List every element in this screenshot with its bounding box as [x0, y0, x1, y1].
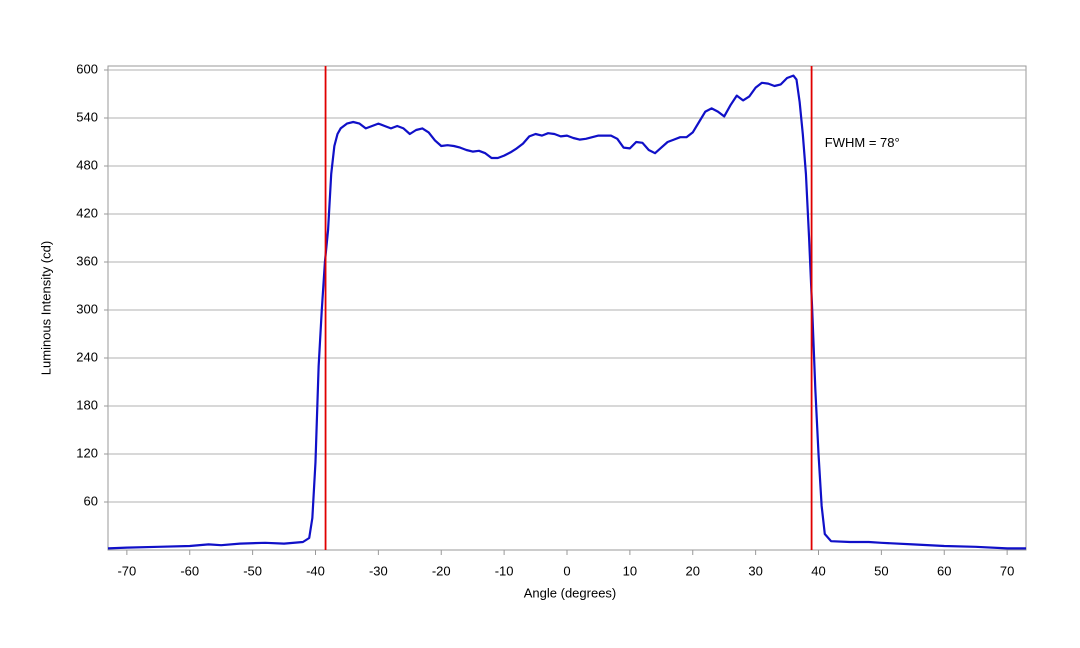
y-tick-label: 600	[76, 61, 98, 76]
data-line	[107, 74, 1026, 550]
x-axis-label: Angle (degrees)	[524, 585, 617, 600]
y-tick-label: 180	[76, 397, 98, 412]
y-tick-label: 240	[76, 349, 98, 364]
y-tick-label: 420	[76, 205, 98, 220]
x-tick-label: -20	[432, 563, 451, 578]
x-tick-label: 40	[811, 563, 825, 578]
y-tick-label: 300	[76, 301, 98, 316]
y-tick-label: 480	[76, 157, 98, 172]
x-tick-label: 70	[1000, 563, 1014, 578]
x-tick-label: -10	[495, 563, 514, 578]
x-tick-label: 50	[874, 563, 888, 578]
y-axis-label: Luminous Intensity (cd)	[38, 241, 53, 375]
y-tick-label: 120	[76, 445, 98, 460]
x-tick-label: -60	[180, 563, 199, 578]
x-tick-label: -30	[369, 563, 388, 578]
x-tick-label: -40	[306, 563, 325, 578]
plot-area	[107, 65, 1027, 551]
y-tick-label: 540	[76, 109, 98, 124]
x-tick-label: -70	[117, 563, 136, 578]
x-tick-label: 10	[623, 563, 637, 578]
x-tick-label: 20	[686, 563, 700, 578]
x-tick-label: 0	[563, 563, 570, 578]
y-tick-label: 60	[84, 493, 98, 508]
x-tick-label: -50	[243, 563, 262, 578]
annotation: FWHM = 78°	[825, 135, 900, 150]
x-tick-label: 60	[937, 563, 951, 578]
y-tick-label: 360	[76, 253, 98, 268]
x-tick-label: 30	[748, 563, 762, 578]
